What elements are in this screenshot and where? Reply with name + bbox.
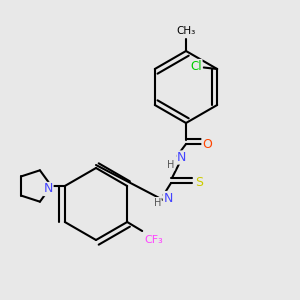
Text: N: N	[177, 151, 186, 164]
Text: N: N	[44, 182, 53, 196]
Text: S: S	[196, 176, 203, 190]
Text: CF₃: CF₃	[145, 235, 164, 245]
Text: CH₃: CH₃	[176, 26, 196, 37]
Text: N: N	[163, 191, 173, 205]
Text: Cl: Cl	[190, 59, 202, 73]
Text: H: H	[167, 160, 175, 170]
Text: O: O	[202, 137, 212, 151]
Text: H: H	[154, 197, 161, 208]
